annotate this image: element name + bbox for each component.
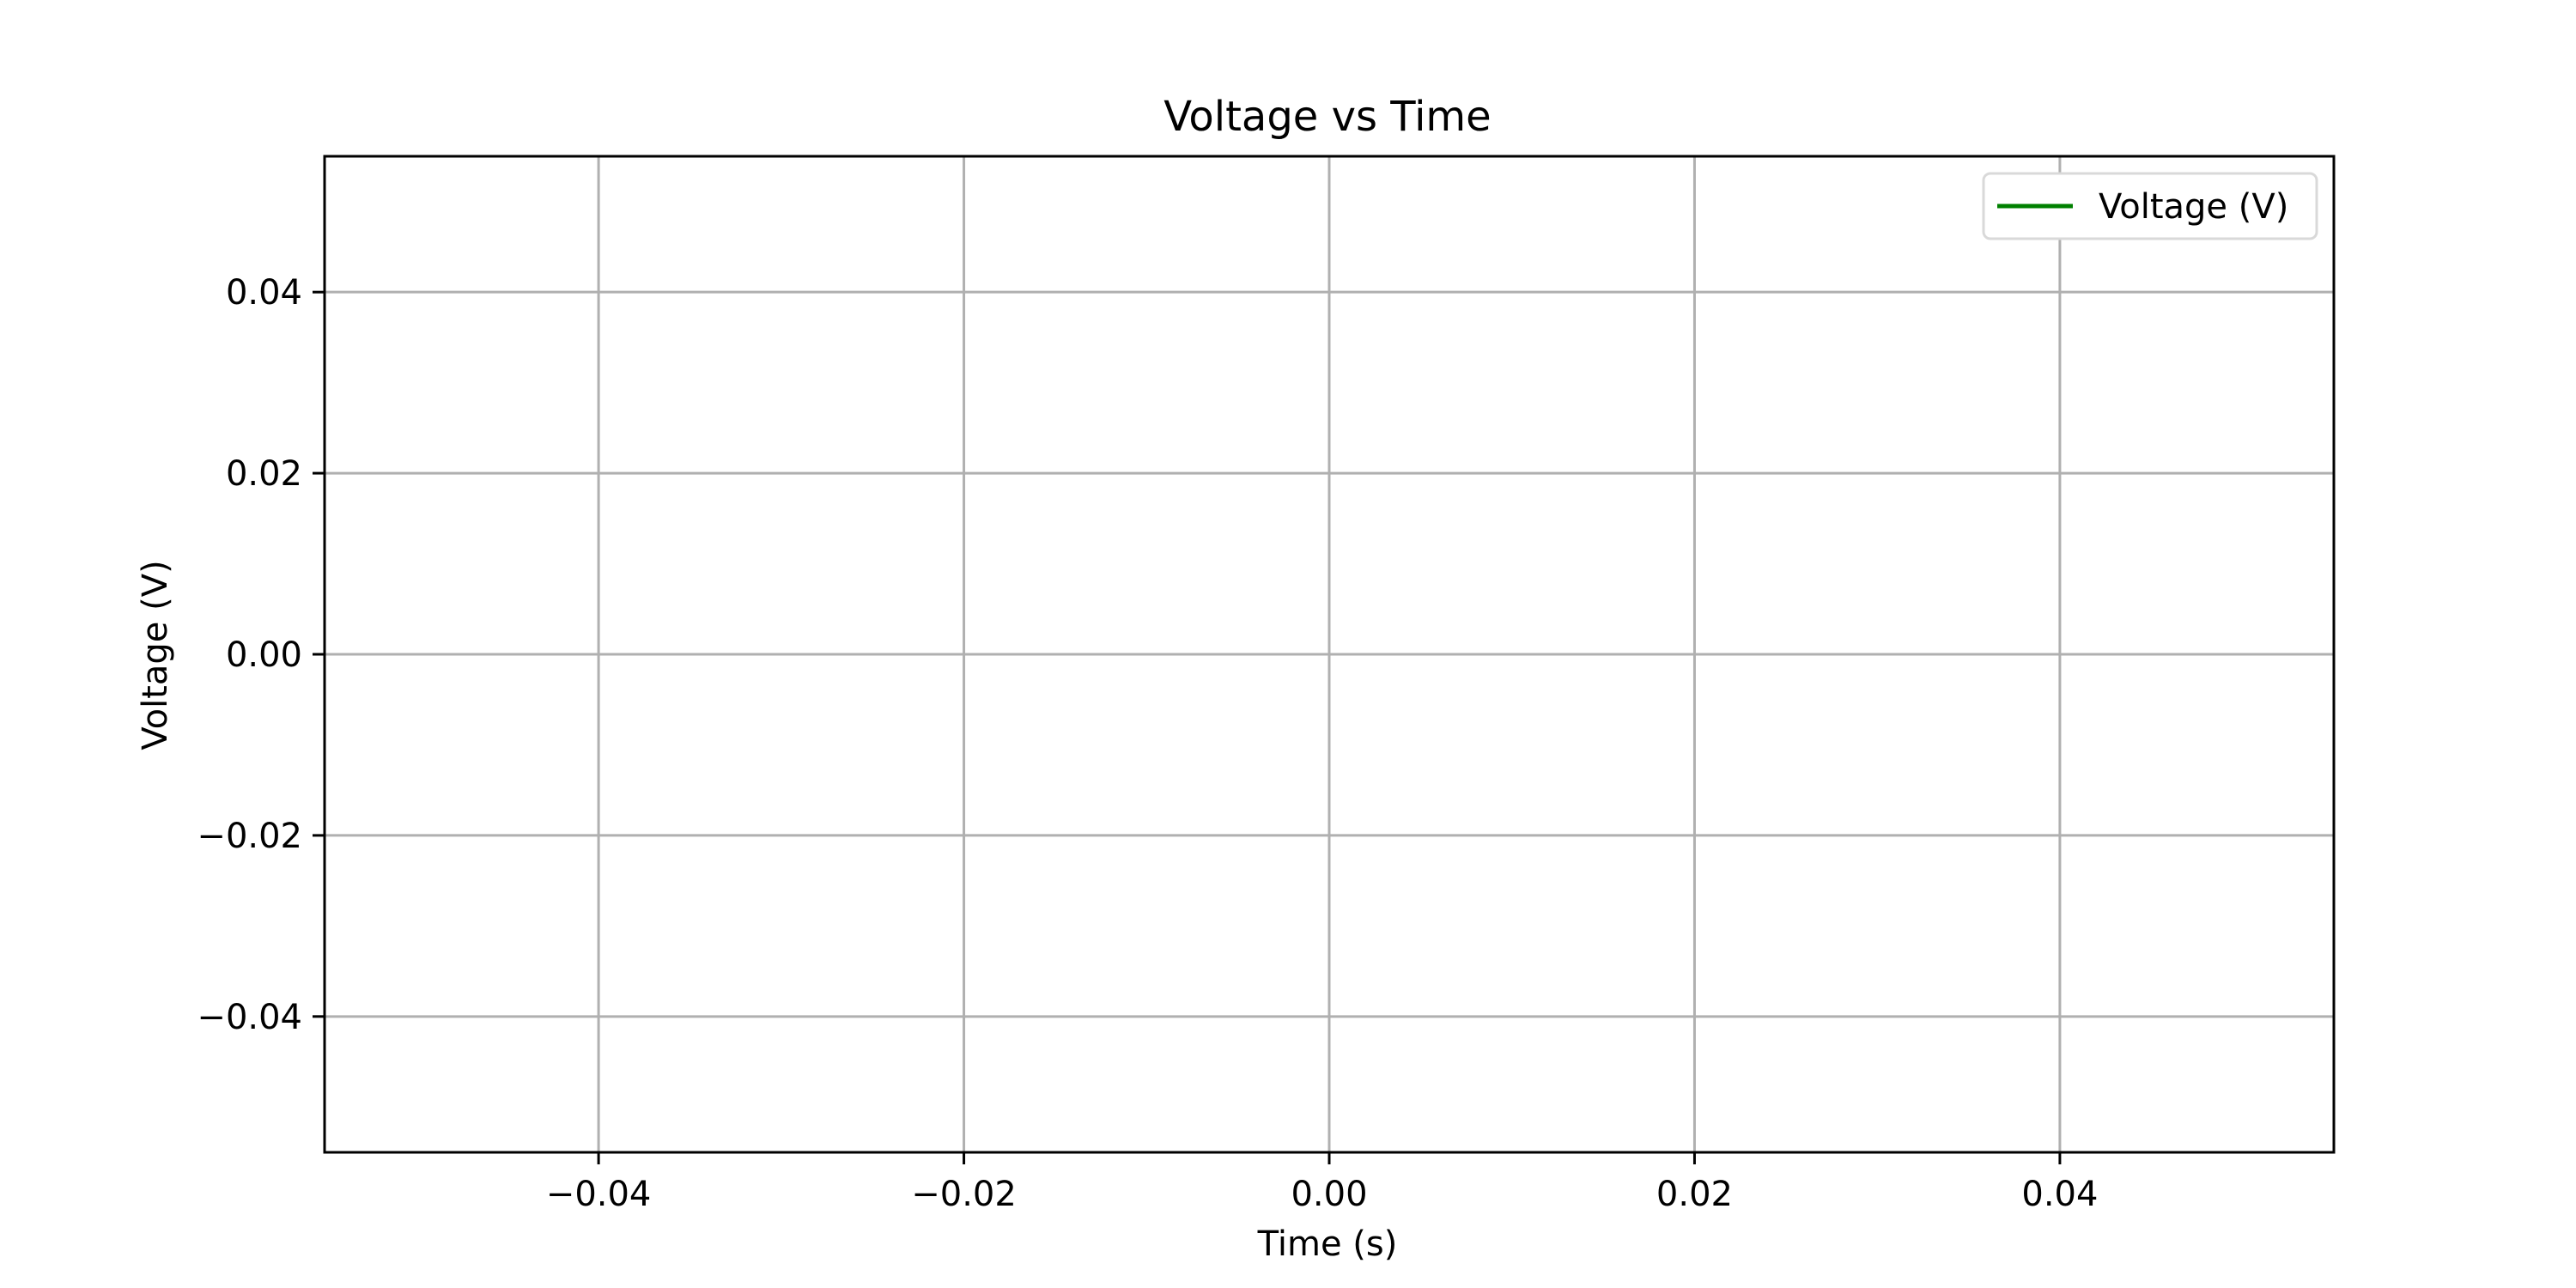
y-tick-label: −0.02 — [197, 817, 302, 856]
x-tick-label: 0.02 — [1656, 1175, 1733, 1214]
legend-label: Voltage (V) — [2099, 187, 2288, 227]
y-tick-label: −0.04 — [197, 998, 302, 1037]
x-tick-label: −0.04 — [546, 1175, 652, 1214]
y-axis: 0.04 0.02 0.00 −0.02 −0.04 — [197, 273, 325, 1037]
y-axis-title: Voltage (V) — [136, 560, 175, 750]
grid-lines — [325, 156, 2334, 1152]
y-tick-label: 0.04 — [226, 273, 302, 313]
legend: Voltage (V) — [1982, 172, 2318, 240]
legend-box — [1982, 172, 2318, 240]
x-axis-title: Time (s) — [1257, 1224, 1398, 1264]
chart-title: Voltage vs Time — [1163, 93, 1491, 141]
y-tick-label: 0.02 — [226, 454, 302, 494]
x-tick-label: 0.04 — [2021, 1175, 2098, 1214]
x-tick-label: 0.00 — [1291, 1175, 1367, 1214]
x-tick-label: −0.02 — [911, 1175, 1017, 1214]
x-axis: −0.04 −0.02 0.00 0.02 0.04 — [546, 1152, 2098, 1214]
y-tick-label: 0.00 — [226, 635, 302, 675]
